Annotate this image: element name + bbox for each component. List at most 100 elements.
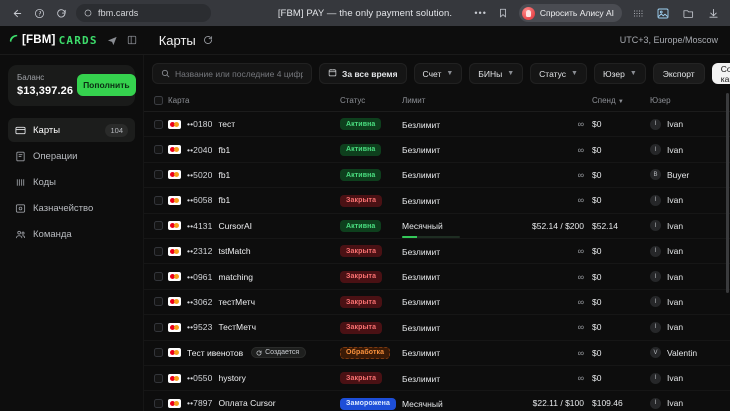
table-row[interactable]: ••5020 fb1 Активна Безлимит ∞ $0 B Buyer [144,162,730,189]
reload-icon[interactable] [52,4,70,22]
mastercard-icon [168,398,181,408]
limit-type: Безлимит [402,322,441,333]
back-arrow-icon[interactable] [8,4,26,22]
row-select-cell [144,365,164,392]
column-header-account: Счет [728,91,730,112]
table-row[interactable]: ••0180 тест Активна Безлимит ∞ $0 I Ivan [144,111,730,138]
sidebar-item-team[interactable]: Команда [8,222,135,246]
row-checkbox[interactable] [154,170,163,180]
table-row[interactable]: ••3062 тестМетч Закрыта Безлимит ∞ $0 I … [144,289,730,316]
limit-type: Безлимит [402,119,441,130]
shield-icon[interactable] [30,4,48,22]
limit-value-cell: ∞ [498,314,588,341]
sidebar-item-codes[interactable]: Коды [8,170,135,194]
status-cell: Активна [336,162,398,189]
sidebar-item-treasury[interactable]: Казначейство [8,196,135,220]
extensions-icon[interactable] [629,4,647,22]
search-box[interactable] [152,63,312,84]
select-all-checkbox[interactable] [154,96,163,105]
balance-label: Баланс [17,73,45,82]
create-card-button[interactable]: Создать карту [711,63,730,84]
status-badge: Активна [340,118,382,131]
row-select-cell [144,340,164,366]
card-name: Тест ивенотов [187,347,244,358]
row-checkbox[interactable] [154,195,163,205]
card-name: CursorAI [218,220,253,231]
sidebar-item-operations[interactable]: Операции [8,144,135,168]
table-row[interactable]: Тест ивенотов Создается Обработка Безлим… [144,340,730,366]
logo-fbm-text: [FBM] [22,34,56,46]
table-row[interactable]: ••7897 Оплата Cursor Заморожена Месячный… [144,390,730,411]
row-checkbox[interactable] [154,373,163,383]
sidebar-item-cards[interactable]: Карты 104 [8,118,135,143]
limit-value-cell: $52.14 / $200 [498,213,588,239]
row-checkbox[interactable] [154,119,163,129]
download-icon[interactable] [704,4,722,22]
spend-cell: $0 [588,238,646,265]
more-dots-icon[interactable]: ••• [474,8,487,18]
table-scrollbar[interactable] [726,91,729,411]
table-row[interactable]: ••6058 fb1 Закрыта Безлимит ∞ $0 I Ivan [144,187,730,214]
filter-status-button[interactable]: Статус ▼ [530,63,587,84]
search-input[interactable] [175,68,303,79]
row-checkbox[interactable] [154,322,163,332]
card-creating-label: Создается [265,349,300,357]
table-row[interactable]: ••2312 tstMatch Закрыта Безлимит ∞ $0 I … [144,238,730,265]
sidebar-panel-icon[interactable] [127,35,137,45]
address-bar[interactable]: fbm.cards [76,4,211,22]
card-name: тестМетч [218,296,256,307]
table-row[interactable]: ••2040 fb1 Активна Безлимит ∞ $0 I Ivan [144,136,730,163]
card-number: ••2040 [187,144,213,155]
user-name: Ivan [667,144,684,155]
user-cell: I Ivan [646,187,728,214]
card-cell: ••9523 ТестМетч [164,314,336,341]
mastercard-icon [168,322,181,332]
limit-cell: Безлимит [398,162,498,189]
filter-account-button[interactable]: Счет ▼ [413,63,463,84]
limit-cell: Безлимит [398,289,498,316]
card-cell: ••2040 fb1 [164,136,336,163]
table-row[interactable]: ••4131 CursorAI Активна Месячный $52.14 … [144,213,730,239]
user-name: Ivan [667,119,684,130]
filter-bins-button[interactable]: БИНы ▼ [469,63,524,84]
row-checkbox[interactable] [154,297,163,307]
screenshot-icon[interactable] [654,4,672,22]
scrollbar-thumb[interactable] [726,93,729,293]
export-button[interactable]: Экспорт [652,63,705,84]
column-header-spend[interactable]: Спенд ▼ [588,91,646,112]
row-checkbox[interactable] [154,272,163,282]
bookmark-icon[interactable] [494,4,512,22]
ask-alice-button[interactable]: Спросить Алису AI [518,4,622,22]
row-checkbox[interactable] [154,246,163,256]
telegram-send-icon[interactable] [107,35,118,46]
table-row[interactable]: ••0550 hystory Закрыта Безлимит ∞ $0 I I… [144,365,730,392]
table-row[interactable]: ••9523 ТестМетч Закрыта Безлимит ∞ $0 I … [144,314,730,341]
refresh-icon[interactable] [203,35,213,45]
user-cell: I Ivan [646,263,728,290]
row-checkbox[interactable] [154,145,163,155]
user-name: Ivan [667,322,684,333]
limit-value: ∞ [577,322,584,333]
row-checkbox[interactable] [154,348,163,358]
limit-cell: Безлимит [398,238,498,265]
search-icon [161,65,170,83]
topup-button[interactable]: Пополнить [77,74,136,97]
filter-user-button[interactable]: Юзер ▼ [593,63,646,84]
account-cell: Счет 5 [728,289,730,316]
avatar: I [650,220,661,232]
vault-icon [15,203,26,214]
row-checkbox[interactable] [154,221,163,231]
row-checkbox[interactable] [154,398,163,408]
collections-icon[interactable] [679,4,697,22]
page-title: Карты [158,32,196,48]
sidebar-item-label: Команда [33,228,72,240]
app-logo[interactable]: [FBM] CARDS [8,33,98,47]
user-name: Ivan [667,271,684,282]
limit-type: Безлимит [402,246,441,257]
card-name: fb1 [218,195,231,206]
table-row[interactable]: ••0961 matching Закрыта Безлимит ∞ $0 I … [144,263,730,290]
spend-cell: $0 [588,111,646,138]
url-text: fbm.cards [98,8,139,18]
avatar: I [650,194,661,206]
date-filter-button[interactable]: За все время [319,63,407,84]
